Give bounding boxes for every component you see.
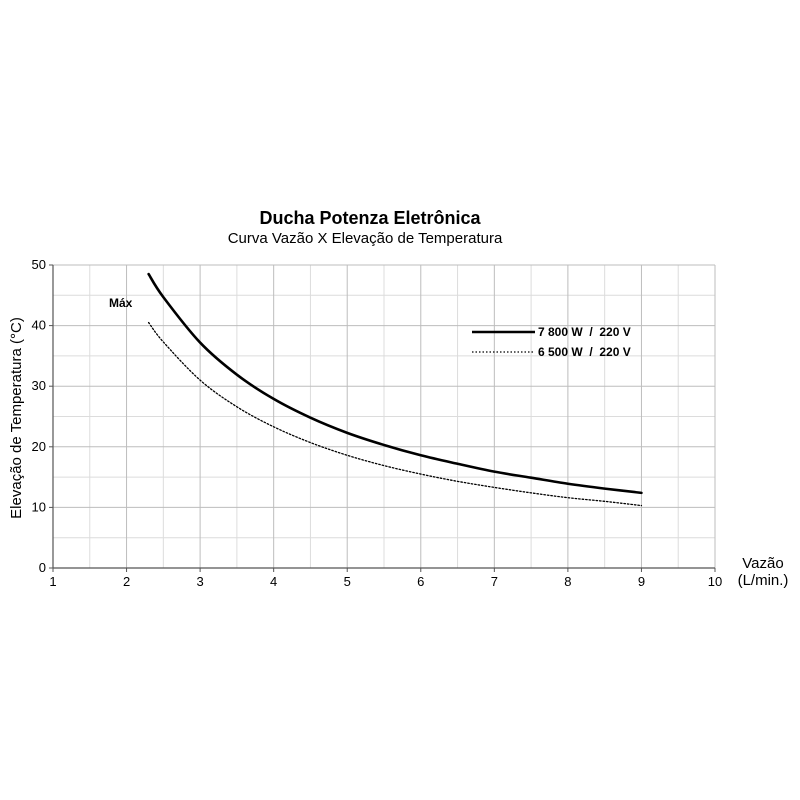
x-tick-label: 4 [270, 574, 277, 589]
x-tick-label: 10 [708, 574, 722, 589]
y-tick-label: 20 [32, 439, 46, 454]
y-tick-label: 40 [32, 318, 46, 333]
x-tick-label: 5 [344, 574, 351, 589]
tick-labels: 1 2 3 4 5 6 7 8 9 10 0 10 20 30 40 50 [32, 257, 723, 589]
x-tick-label: 9 [638, 574, 645, 589]
legend-label-2: 6 500 W / 220 V [538, 345, 631, 359]
y-tick-label: 0 [39, 560, 46, 575]
annotation-max: Máx [109, 296, 133, 310]
x-tick-label: 1 [49, 574, 56, 589]
x-tick-label: 7 [491, 574, 498, 589]
x-axis-label-line1: Vazão [742, 555, 783, 572]
y-tick-label: 10 [32, 499, 46, 514]
legend: 7 800 W / 220 V 6 500 W / 220 V [472, 325, 631, 359]
series-lines [147, 272, 643, 507]
x-axis-label-line2: (L/min.) [738, 572, 789, 589]
chart-title: Ducha Potenza Eletrônica [259, 208, 481, 228]
x-tick-label: 8 [564, 574, 571, 589]
chart-subtitle: Curva Vazão X Elevação de Temperatura [228, 230, 503, 247]
y-tick-label: 50 [32, 257, 46, 272]
legend-label-1: 7 800 W / 220 V [538, 325, 631, 339]
series-line-2 [147, 321, 643, 507]
y-axis-label: Elevação de Temperatura (°C) [8, 317, 25, 519]
x-tick-label: 3 [196, 574, 203, 589]
y-tick-label: 30 [32, 378, 46, 393]
series-line-1 [147, 272, 643, 495]
x-tick-label: 2 [123, 574, 130, 589]
x-tick-label: 6 [417, 574, 424, 589]
grid [49, 264, 716, 572]
